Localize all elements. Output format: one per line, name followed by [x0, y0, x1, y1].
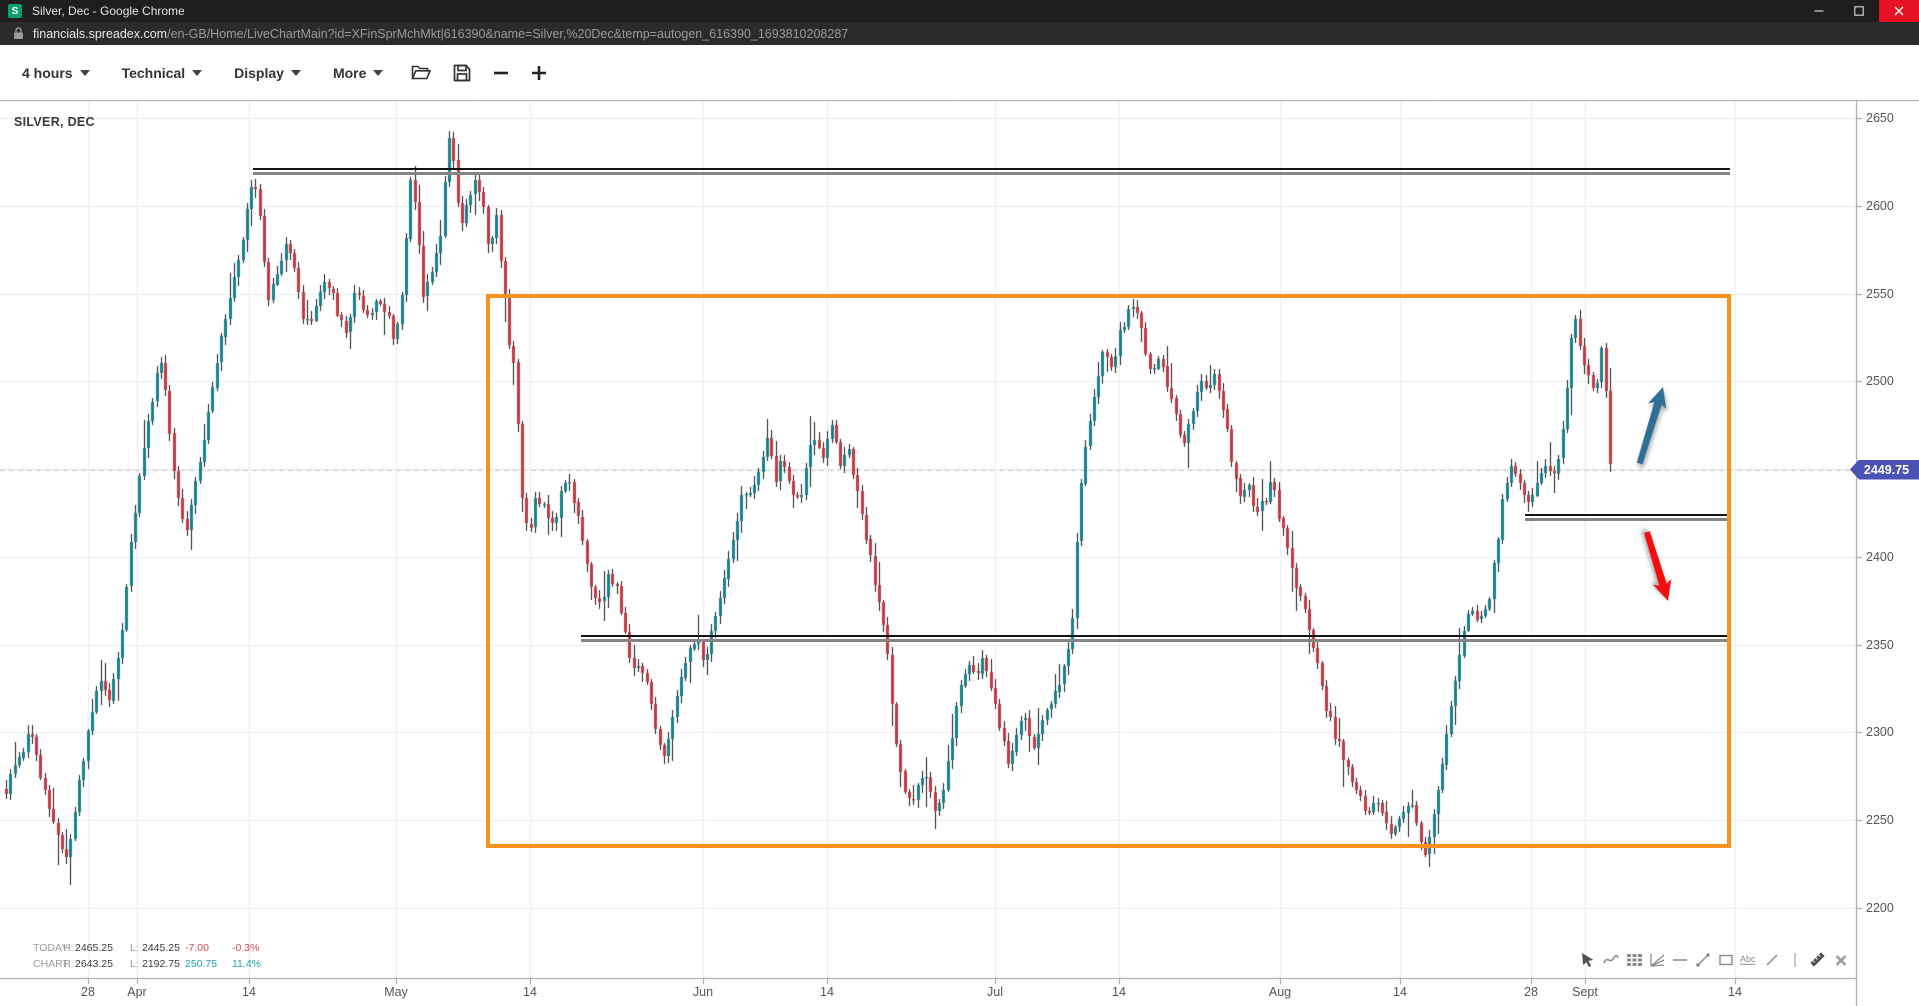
y-axis-label: 2650: [1866, 110, 1894, 125]
tool-delete-icon[interactable]: [1831, 950, 1850, 969]
url-domain: financials.spreadex.com: [33, 26, 168, 41]
status-chart-change: 250.75: [185, 958, 218, 970]
status-chart-high: 2643.25: [75, 958, 113, 970]
browser-address-bar: financials.spreadex.com/en-GB/Home/LiveC…: [0, 22, 1919, 45]
current-price-value: 2449.75: [1863, 462, 1910, 477]
status-low-key: L:: [130, 958, 139, 970]
more-menu-label: More: [332, 64, 367, 81]
tool-horizontal-line-icon[interactable]: [1670, 950, 1689, 969]
x-axis-label: Apr: [127, 985, 147, 999]
more-menu[interactable]: More: [323, 59, 393, 87]
x-axis-label: 14: [1728, 985, 1742, 999]
tool-freehand-curve-icon[interactable]: [1601, 950, 1620, 969]
x-axis-label: Jun: [692, 985, 714, 999]
x-axis-label: 14: [523, 985, 537, 999]
window-title: Silver, Dec - Google Chrome: [32, 4, 185, 18]
minimize-icon: [1814, 10, 1824, 12]
minimize-button[interactable]: [1799, 0, 1839, 22]
close-button[interactable]: [1879, 0, 1919, 22]
chart-toolbar: 4 hours Technical Display More: [0, 45, 1919, 100]
tool-measure-ruler-icon[interactable]: [1808, 950, 1827, 969]
close-icon: [1894, 6, 1904, 16]
x-axis-label: 14: [1112, 985, 1126, 999]
chevron-down-icon: [192, 69, 203, 76]
window-titlebar: S Silver, Dec - Google Chrome: [0, 0, 1919, 22]
drawing-toolbar: Abc: [1578, 950, 1850, 969]
zoom-out-button[interactable]: [489, 61, 513, 85]
status-high-key: H:: [63, 958, 74, 970]
technical-menu-label: Technical: [121, 64, 186, 81]
save-icon: [454, 64, 471, 81]
plus-icon: [532, 65, 547, 80]
display-menu[interactable]: Display: [224, 59, 311, 87]
x-axis-label: 14: [820, 985, 834, 999]
status-chart-low: 2192.75: [142, 958, 180, 970]
status-chart-label: CHART:: [33, 958, 71, 970]
timeframe-menu[interactable]: 4 hours: [12, 59, 100, 87]
maximize-icon: [1854, 6, 1864, 16]
y-axis-label: 2350: [1866, 637, 1894, 652]
tool-fan-lines-icon[interactable]: [1647, 950, 1666, 969]
x-axis-label: May: [384, 985, 408, 999]
timeframe-menu-label: 4 hours: [22, 64, 73, 81]
tool-trend-line-icon[interactable]: [1693, 950, 1712, 969]
status-today-change: -7.00: [185, 942, 209, 954]
save-chart-button[interactable]: [449, 60, 475, 86]
chevron-down-icon: [373, 69, 384, 76]
status-today-change-pct: -0.3%: [232, 942, 260, 954]
current-price-badge: 2449.75: [1850, 459, 1919, 480]
x-axis-label: 28: [1524, 985, 1538, 999]
favicon-letter: S: [11, 5, 19, 17]
chevron-down-icon: [290, 69, 301, 76]
x-axis-label: 14: [1393, 985, 1407, 999]
y-axis-label: 2200: [1866, 900, 1894, 915]
status-chart-change-pct: 11.4%: [232, 958, 261, 970]
svg-text:Abc: Abc: [1740, 953, 1756, 963]
url-path: /en-GB/Home/LiveChartMain?id=XFinSprMchM…: [167, 26, 849, 41]
x-axis-label: 14: [242, 985, 256, 999]
technical-menu[interactable]: Technical: [112, 59, 213, 87]
y-axis-label: 2400: [1866, 549, 1894, 564]
window-controls: [1799, 0, 1919, 22]
open-chart-button[interactable]: [407, 60, 435, 85]
tool-fibonacci-grid-icon[interactable]: [1624, 950, 1643, 969]
minus-icon: [494, 71, 509, 74]
open-folder-icon: [411, 65, 432, 80]
y-axis-label: 2600: [1866, 198, 1894, 213]
status-low-key: L:: [130, 942, 139, 954]
lock-icon: [13, 27, 24, 40]
toolbar-separator: [1785, 950, 1804, 969]
tool-text-icon[interactable]: Abc: [1739, 950, 1758, 969]
app-favicon: S: [8, 4, 22, 18]
maximize-button[interactable]: [1839, 0, 1879, 22]
x-axis-label: Aug: [1268, 985, 1292, 999]
y-axis-label: 2250: [1866, 813, 1894, 828]
x-axis-label: Jul: [987, 985, 1003, 999]
chart-symbol-label: SILVER, DEC: [14, 115, 95, 129]
chevron-down-icon: [79, 69, 90, 76]
x-axis-label: Sept: [1572, 985, 1598, 999]
status-high-key: H:: [63, 942, 74, 954]
status-today-low: 2445.25: [142, 942, 180, 954]
y-axis-label: 2500: [1866, 374, 1894, 389]
status-today-label: TODAY:: [33, 942, 71, 954]
address-field[interactable]: financials.spreadex.com/en-GB/Home/LiveC…: [33, 27, 848, 41]
tool-rectangle-icon[interactable]: [1716, 950, 1735, 969]
zoom-in-button[interactable]: [527, 61, 551, 85]
status-row-chart: CHART: H: 2643.25 L: 2192.75 250.75 11.4…: [33, 956, 261, 972]
tool-diagonal-line-icon[interactable]: [1762, 950, 1781, 969]
price-status-block: TODAY: H: 2465.25 L: 2445.25 -7.00 -0.3%…: [33, 940, 261, 972]
status-row-today: TODAY: H: 2465.25 L: 2445.25 -7.00 -0.3%: [33, 940, 261, 956]
status-today-high: 2465.25: [75, 942, 113, 954]
x-axis-label: 28: [81, 985, 95, 999]
y-axis-label: 2550: [1866, 286, 1894, 301]
y-axis-label: 2300: [1866, 725, 1894, 740]
display-menu-label: Display: [234, 64, 284, 81]
tool-pointer-arrow-icon[interactable]: [1578, 950, 1597, 969]
